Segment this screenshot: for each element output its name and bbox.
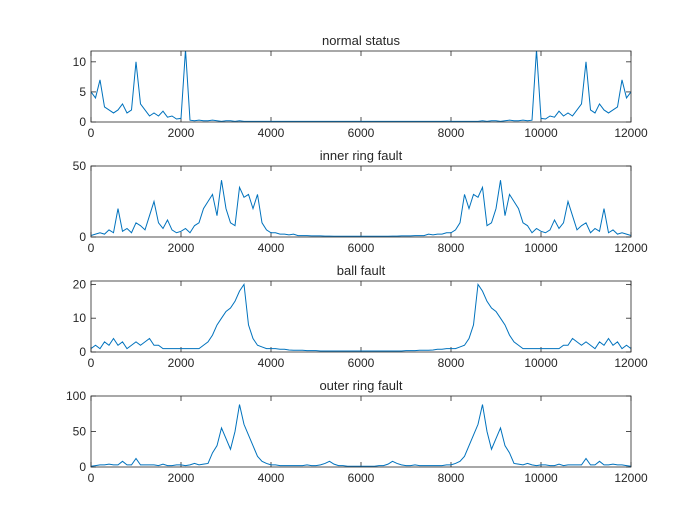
- x-tick-label: 12000: [614, 126, 648, 140]
- x-tick-label: 8000: [438, 241, 465, 255]
- x-tick-label: 12000: [614, 471, 648, 485]
- x-tick-label: 0: [88, 241, 95, 255]
- axes-box: [90, 395, 632, 468]
- x-tick-label: 10000: [524, 356, 558, 370]
- data-line: [91, 404, 631, 467]
- x-tick-label: 12000: [614, 356, 648, 370]
- y-tick-label: 0: [79, 460, 86, 474]
- data-line: [91, 282, 631, 352]
- y-tick-label: 0: [79, 230, 86, 244]
- x-tick-label: 10000: [524, 471, 558, 485]
- x-tick-label: 0: [88, 356, 95, 370]
- axes-box: [90, 280, 632, 353]
- axes-background: [91, 281, 631, 352]
- x-tick-label: 4000: [258, 241, 285, 255]
- x-tick-label: 10000: [524, 241, 558, 255]
- x-tick-label: 4000: [258, 126, 285, 140]
- x-tick-label: 8000: [438, 471, 465, 485]
- x-tick-label: 6000: [348, 241, 375, 255]
- data-line: [91, 51, 631, 122]
- axes-background: [91, 396, 631, 467]
- y-tick-label: 5: [79, 85, 86, 99]
- axes-box: [90, 50, 632, 123]
- y-tick-label: 50: [73, 425, 87, 439]
- y-tick-label: 0: [79, 115, 86, 129]
- x-tick-label: 0: [88, 471, 95, 485]
- x-tick-label: 0: [88, 126, 95, 140]
- y-tick-label: 100: [66, 389, 86, 403]
- x-tick-label: 2000: [168, 356, 195, 370]
- x-tick-label: 6000: [348, 471, 375, 485]
- x-tick-label: 10000: [524, 126, 558, 140]
- x-tick-label: 2000: [168, 126, 195, 140]
- x-tick-label: 4000: [258, 356, 285, 370]
- y-tick-label: 10: [73, 55, 87, 69]
- axes-title: normal status: [322, 33, 401, 48]
- axes-title: inner ring fault: [320, 148, 403, 163]
- x-tick-label: 8000: [438, 126, 465, 140]
- axes-title: ball fault: [337, 263, 386, 278]
- y-tick-label: 10: [73, 311, 87, 325]
- x-tick-label: 4000: [258, 471, 285, 485]
- y-tick-label: 20: [73, 277, 87, 291]
- y-tick-label: 0: [79, 345, 86, 359]
- x-tick-label: 2000: [168, 241, 195, 255]
- x-tick-label: 2000: [168, 471, 195, 485]
- x-tick-label: 6000: [348, 356, 375, 370]
- x-tick-label: 6000: [348, 126, 375, 140]
- y-tick-label: 50: [73, 159, 87, 173]
- axes-box: [90, 165, 632, 238]
- x-tick-label: 8000: [438, 356, 465, 370]
- x-tick-label: 12000: [614, 241, 648, 255]
- data-line: [91, 180, 631, 237]
- axes-title: outer ring fault: [319, 378, 402, 393]
- axes-background: [91, 166, 631, 237]
- axes-background: [91, 51, 631, 122]
